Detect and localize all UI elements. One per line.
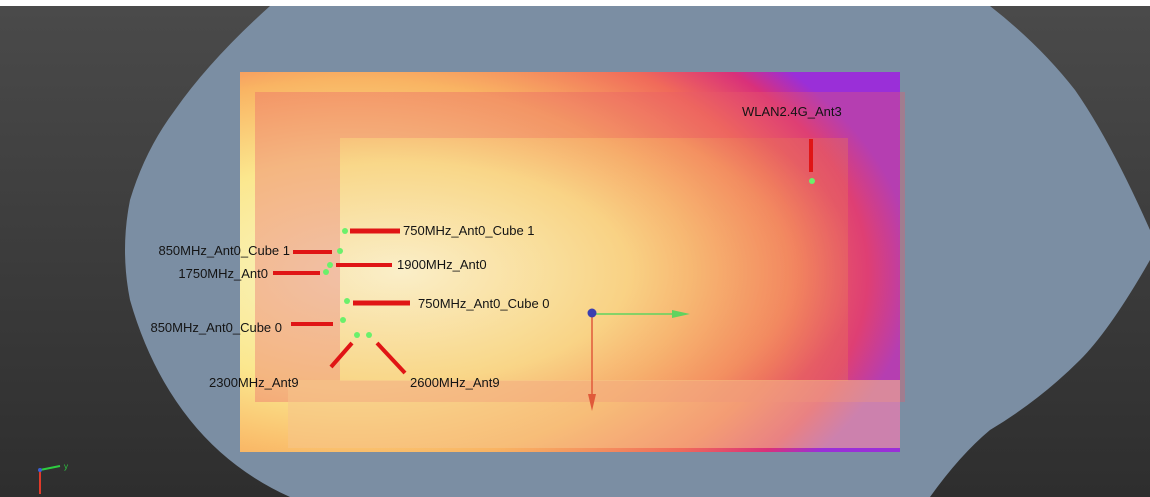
- probe-label-850-cube0: 850MHz_Ant0_Cube 0: [150, 320, 282, 335]
- probe-dot-wlan: [809, 178, 815, 184]
- gizmo-origin: [587, 308, 597, 318]
- probe-marker-2600: [375, 341, 407, 375]
- probe-label-wlan: WLAN2.4G_Ant3: [742, 104, 842, 119]
- probe-label-750-cube1: 750MHz_Ant0_Cube 1: [403, 223, 535, 238]
- orientation-axis-origin: [38, 468, 42, 472]
- gizmo-y-arrowhead: [588, 394, 596, 411]
- heatmap-inner: [340, 138, 848, 381]
- probe-label-2600: 2600MHz_Ant9: [410, 375, 500, 390]
- heatmap-lower-band: [288, 380, 900, 448]
- orientation-axis-y-label: y: [64, 462, 68, 471]
- probe-label-850-cube1: 850MHz_Ant0_Cube 1: [158, 243, 290, 258]
- probe-label-1900: 1900MHz_Ant0: [397, 257, 487, 272]
- gizmo-x-arrowhead: [672, 310, 690, 318]
- probe-label-750-cube0: 750MHz_Ant0_Cube 0: [418, 296, 550, 311]
- probe-label-1750: 1750MHz_Ant0: [178, 266, 268, 281]
- probe-label-2300: 2300MHz_Ant9: [209, 375, 299, 390]
- probe-marker-2300: [329, 341, 354, 369]
- orientation-axis-y: [39, 465, 61, 471]
